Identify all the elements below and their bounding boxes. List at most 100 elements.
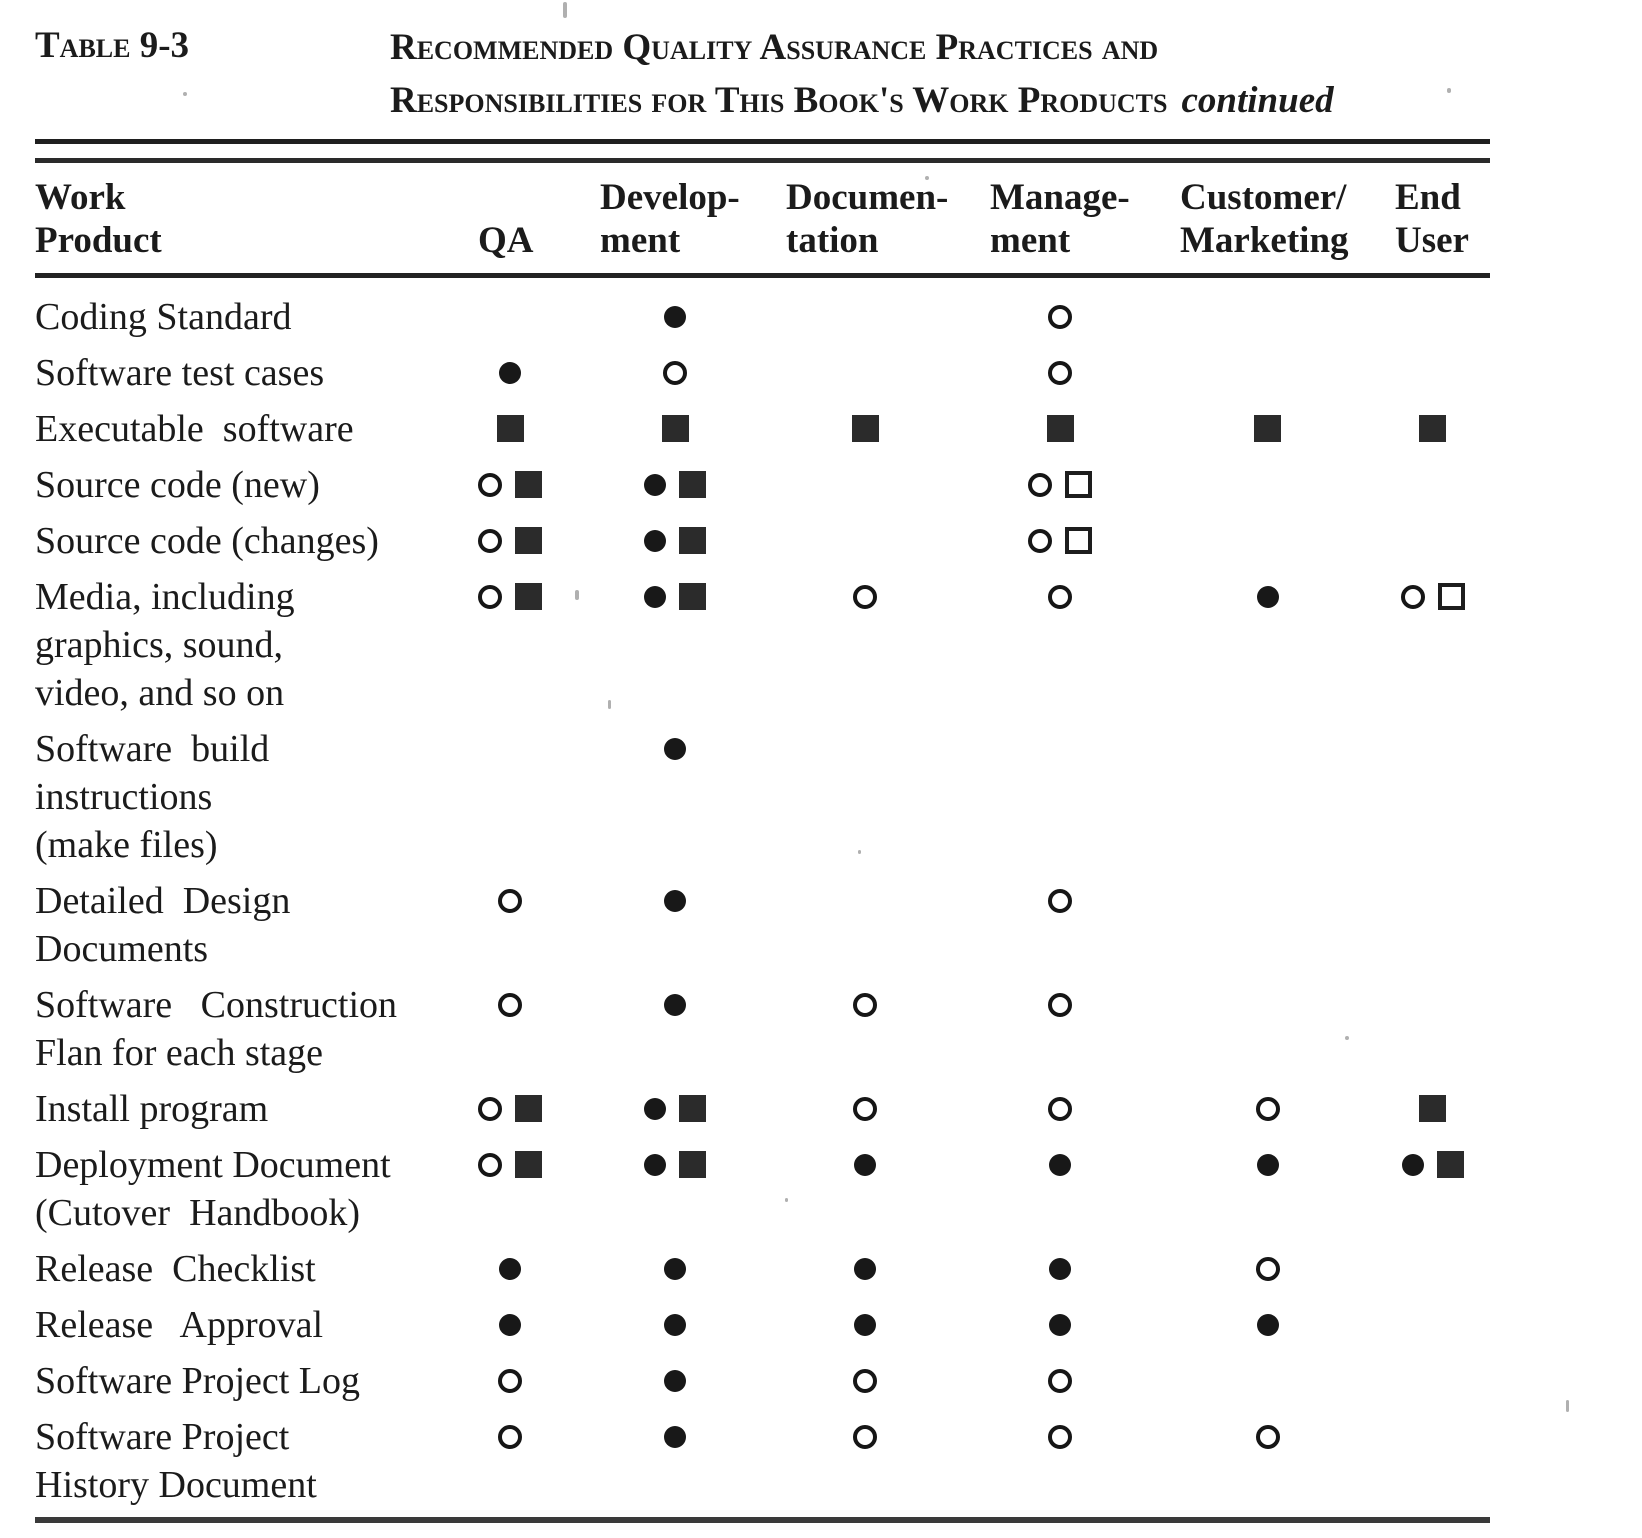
enduser-cell bbox=[1375, 1297, 1490, 1353]
development-cell bbox=[580, 1409, 770, 1513]
qa-symbols bbox=[440, 461, 580, 509]
work-product-name-line: Release Approval bbox=[35, 1303, 324, 1346]
qa-symbols bbox=[440, 1301, 580, 1349]
enduser-symbols bbox=[1375, 1301, 1490, 1349]
table-row: Executable software bbox=[35, 401, 1490, 457]
management-symbols bbox=[960, 405, 1160, 453]
open-circle-symbol bbox=[853, 1096, 877, 1121]
table-row: Coding Standard bbox=[35, 278, 1490, 345]
filled-square-symbol bbox=[515, 1151, 542, 1179]
filled-square-symbol bbox=[1419, 1095, 1446, 1123]
customer-symbols bbox=[1160, 573, 1375, 621]
work-product-name-line: video, and so on bbox=[35, 671, 285, 714]
management-symbols bbox=[960, 725, 1160, 773]
qa-symbols bbox=[440, 573, 580, 621]
customer-cell bbox=[1160, 401, 1375, 457]
table-row: Source code (new) bbox=[35, 457, 1490, 513]
filled-circle-symbol bbox=[854, 1153, 876, 1176]
work-product-name-line: Software Construction bbox=[35, 983, 398, 1026]
documentation-symbols bbox=[770, 1413, 960, 1461]
development-cell bbox=[580, 345, 770, 401]
development-symbols bbox=[580, 1085, 770, 1133]
enduser-symbols bbox=[1375, 725, 1490, 773]
qa-cell bbox=[440, 873, 580, 977]
filled-square-symbol bbox=[1046, 415, 1074, 443]
filled-circle-symbol bbox=[664, 993, 686, 1016]
qa-cell bbox=[440, 401, 580, 457]
work-product-cell: Release Approval bbox=[35, 1297, 440, 1353]
qa-symbols bbox=[440, 981, 580, 1029]
work-product-name-line: Detailed Design bbox=[35, 879, 291, 922]
development-cell bbox=[580, 1137, 770, 1241]
management-symbols bbox=[960, 1357, 1160, 1405]
filled-circle-symbol bbox=[664, 305, 686, 328]
documentation-cell bbox=[770, 278, 960, 345]
management-cell bbox=[960, 873, 1160, 977]
documentation-cell bbox=[770, 1137, 960, 1241]
management-symbols bbox=[960, 1085, 1160, 1133]
column-header-customer-marketing: Customer/ Marketing bbox=[1180, 177, 1349, 261]
enduser-cell bbox=[1375, 1353, 1490, 1409]
filled-circle-symbol bbox=[664, 1313, 686, 1336]
table-row: Software Project History Document bbox=[35, 1409, 1490, 1513]
development-symbols bbox=[580, 877, 770, 925]
filled-square-symbol bbox=[679, 1151, 706, 1179]
open-square-symbol bbox=[1065, 527, 1092, 555]
enduser-symbols bbox=[1375, 1245, 1490, 1293]
development-symbols bbox=[580, 517, 770, 565]
enduser-cell bbox=[1375, 513, 1490, 569]
open-circle-symbol bbox=[853, 1368, 877, 1393]
customer-cell bbox=[1160, 1241, 1375, 1297]
table-row: Software test cases bbox=[35, 345, 1490, 401]
table-row: Software Project Log bbox=[35, 1353, 1490, 1409]
documentation-symbols bbox=[770, 461, 960, 509]
qa-symbols bbox=[440, 877, 580, 925]
open-circle-symbol bbox=[1028, 472, 1052, 497]
documentation-symbols bbox=[770, 349, 960, 397]
open-circle-symbol bbox=[498, 888, 522, 913]
scan-speck bbox=[1345, 1036, 1349, 1040]
open-circle-symbol bbox=[478, 1096, 502, 1121]
filled-square-symbol bbox=[515, 471, 542, 499]
documentation-symbols bbox=[770, 1301, 960, 1349]
management-cell bbox=[960, 569, 1160, 721]
filled-circle-symbol bbox=[1049, 1257, 1071, 1280]
open-circle-symbol bbox=[498, 992, 522, 1017]
development-symbols bbox=[580, 1413, 770, 1461]
filled-square-symbol bbox=[496, 415, 524, 443]
enduser-cell bbox=[1375, 1241, 1490, 1297]
work-product-name-line: (Cutover Handbook) bbox=[35, 1191, 361, 1234]
documentation-cell bbox=[770, 569, 960, 721]
management-symbols bbox=[960, 517, 1160, 565]
open-circle-symbol bbox=[1255, 1096, 1280, 1121]
management-symbols bbox=[960, 1141, 1160, 1189]
table-header: Work Product QA Develop- ment Documen- t… bbox=[35, 163, 1490, 273]
open-circle-symbol bbox=[1048, 304, 1072, 329]
filled-square-symbol bbox=[515, 527, 542, 555]
customer-symbols bbox=[1160, 293, 1375, 341]
qa-symbols bbox=[440, 1141, 580, 1189]
management-cell bbox=[960, 401, 1160, 457]
customer-symbols bbox=[1160, 517, 1375, 565]
work-product-cell: Software Construction Flan for each stage bbox=[35, 977, 440, 1081]
table-row: Software Construction Flan for each stage bbox=[35, 977, 1490, 1081]
management-cell bbox=[960, 513, 1160, 569]
qa-cell bbox=[440, 569, 580, 721]
qa-cell bbox=[440, 278, 580, 345]
qa-cell bbox=[440, 1081, 580, 1137]
open-circle-symbol bbox=[1048, 1368, 1072, 1393]
table-title-line1: Recommended Quality Assurance Practices … bbox=[390, 27, 1159, 68]
scan-speck bbox=[183, 92, 187, 96]
management-cell bbox=[960, 1353, 1160, 1409]
work-product-name-line: (make files) bbox=[35, 823, 218, 866]
development-symbols bbox=[580, 293, 770, 341]
table-row: Detailed Design Documents bbox=[35, 873, 1490, 977]
documentation-symbols bbox=[770, 1357, 960, 1405]
qa-cell bbox=[440, 1353, 580, 1409]
customer-cell bbox=[1160, 977, 1375, 1081]
qa-symbols bbox=[440, 1357, 580, 1405]
documentation-cell bbox=[770, 977, 960, 1081]
enduser-cell bbox=[1375, 1409, 1490, 1513]
customer-cell bbox=[1160, 721, 1375, 873]
documentation-symbols bbox=[770, 1085, 960, 1133]
